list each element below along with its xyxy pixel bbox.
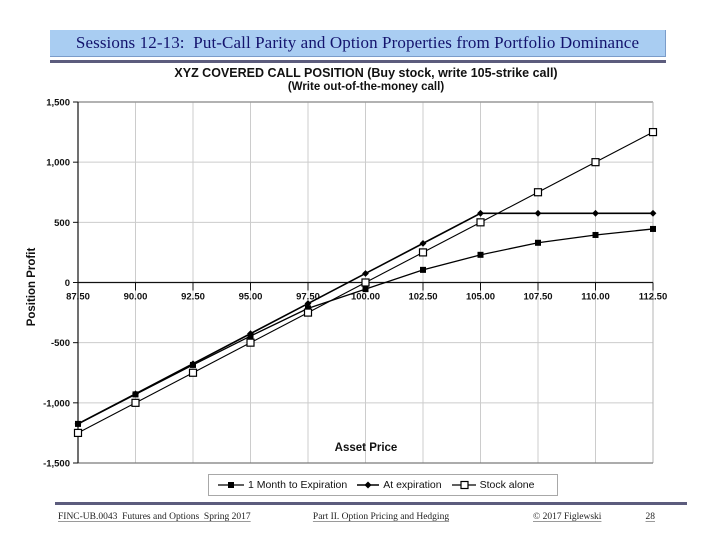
svg-text:105.00: 105.00 (466, 292, 495, 303)
svg-text:-500: -500 (51, 338, 70, 349)
svg-text:102.50: 102.50 (408, 292, 437, 303)
open-square-marker-icon (451, 480, 476, 490)
legend-item-stock-alone: Stock alone (451, 479, 535, 491)
filled-square-marker-icon (218, 482, 244, 488)
legend-item-at-expiration: At expiration (357, 479, 442, 491)
svg-text:92.50: 92.50 (181, 292, 205, 303)
svg-text:90.00: 90.00 (124, 292, 148, 303)
legend-label: 1 Month to Expiration (248, 479, 348, 491)
legend-item-1-month: 1 Month to Expiration (218, 479, 347, 491)
chart-subtitle: (Write out-of-the-money call) (287, 81, 445, 93)
svg-text:1,500: 1,500 (46, 98, 70, 109)
svg-text:-1,500: -1,500 (43, 459, 70, 470)
footer-course: FINC-UB.0043 Futures and Options Spring … (58, 512, 251, 522)
svg-text:1,000: 1,000 (46, 158, 70, 169)
title-separator-line (50, 60, 666, 63)
footer-section: Part II. Option Pricing and Hedging (312, 512, 450, 522)
svg-text:110.00: 110.00 (581, 292, 610, 303)
svg-text:112.50: 112.50 (639, 292, 668, 303)
chart-title: XYZ COVERED CALL POSITION (Buy stock, wr… (174, 66, 558, 80)
svg-text:87.50: 87.50 (66, 292, 90, 303)
chart-legend: 1 Month to Expiration At expiration Stoc… (208, 474, 558, 496)
svg-text:-1,000: -1,000 (43, 398, 70, 409)
x-axis-title: Asset Price (334, 442, 398, 454)
svg-text:97.50: 97.50 (296, 292, 320, 303)
svg-text:95.00: 95.00 (239, 292, 263, 303)
slide-title: Sessions 12-13: Put-Call Parity and Opti… (75, 33, 640, 52)
legend-label: Stock alone (479, 479, 535, 491)
filled-diamond-marker-icon (357, 481, 380, 489)
legend-label: At expiration (383, 479, 442, 491)
footer-copyright: © 2017 Figlewski (533, 512, 602, 522)
footer-page-number: 28 (645, 512, 656, 522)
svg-text:500: 500 (54, 218, 70, 229)
svg-text:107.50: 107.50 (523, 292, 552, 303)
slide-title-bar: Sessions 12-13: Put-Call Parity and Opti… (50, 30, 666, 57)
svg-text:100.00: 100.00 (351, 292, 380, 303)
footer-separator-line (55, 502, 687, 505)
svg-text:0: 0 (65, 278, 70, 289)
